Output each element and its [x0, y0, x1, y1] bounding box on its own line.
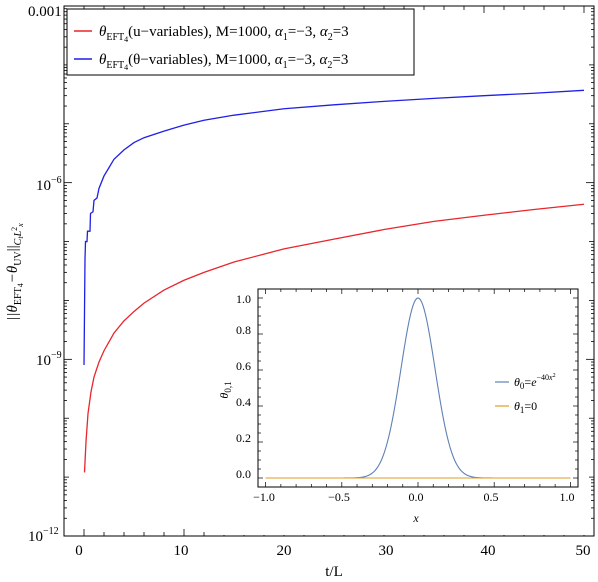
x-tick-label: 10 [174, 543, 189, 559]
inset-series-group [265, 297, 571, 479]
inset-chart: 0.0 0.2 0.4 0.6 0.8 1.0 −1.0 −0.5 0.0 0.… [214, 280, 585, 535]
series-line [83, 89, 585, 366]
legend-box [66, 8, 415, 76]
inset-x-tick-label: 0.5 [484, 490, 499, 504]
y-tick-label: 10−12 [28, 526, 59, 545]
series-line [83, 203, 585, 473]
inset-x-tick-label: −1.0 [253, 490, 275, 504]
inset-y-tick-label: 0.6 [236, 359, 251, 373]
x-tick-label: 0 [75, 543, 83, 559]
x-axis-label: t/L [325, 564, 343, 580]
inset-y-axis-label: θ0,1 [217, 381, 233, 398]
inset-background [214, 280, 585, 535]
y-axis-label: ||θEFT4−θUV||CtL2x [5, 223, 25, 321]
legend-entry: θEFT4(u−variables), M=1000, α1=−3, α2=3 [99, 24, 349, 44]
y-tick-label: 10−9 [36, 350, 62, 369]
inset-y-tick-label: 0.2 [236, 431, 251, 445]
inset-legend-entry: θ0=e−40x2 [514, 373, 556, 391]
inset-x-axis-label: x [412, 511, 419, 525]
series-group [83, 89, 585, 473]
inset-legend: θ0=e−40x2 θ1=0 [495, 373, 556, 415]
x-tick-label: 30 [379, 543, 394, 559]
y-tick-labels: 0.001 10−6 10−9 10−12 [28, 4, 62, 545]
inset-x-tick-label: 1.0 [560, 490, 575, 504]
inset-y-tick-label: 1.0 [236, 292, 251, 306]
inset-legend-entry: θ1=0 [514, 399, 537, 415]
main-plot-frame [63, 5, 595, 537]
y-tick-label: 0.001 [28, 4, 62, 20]
inset-x-tick-label: −0.5 [328, 490, 350, 504]
y-tick-label: 10−6 [36, 175, 62, 194]
x-tick-labels: 0 10 20 30 40 50 [75, 543, 590, 559]
x-tick-label: 50 [576, 543, 591, 559]
inset-ticks [258, 289, 578, 487]
inset-y-tick-label: 0.0 [236, 467, 251, 481]
y-ticks [64, 5, 594, 537]
inset-x-tick-label: 0.0 [409, 490, 424, 504]
legend: θEFT4(u−variables), M=1000, α1=−3, α2=3 … [66, 8, 415, 76]
inset-y-tick-label: 0.4 [236, 395, 251, 409]
x-tick-label: 20 [277, 543, 292, 559]
inset-x-tick-labels: −1.0 −0.5 0.0 0.5 1.0 [253, 490, 574, 504]
x-tick-label: 40 [481, 543, 496, 559]
x-ticks [83, 6, 585, 536]
inset-y-tick-label: 0.8 [236, 323, 251, 337]
inset-y-tick-labels: 0.0 0.2 0.4 0.6 0.8 1.0 [236, 292, 251, 481]
legend-entry: θEFT4(θ−variables), M=1000, α1=−3, α2=3 [99, 52, 348, 72]
